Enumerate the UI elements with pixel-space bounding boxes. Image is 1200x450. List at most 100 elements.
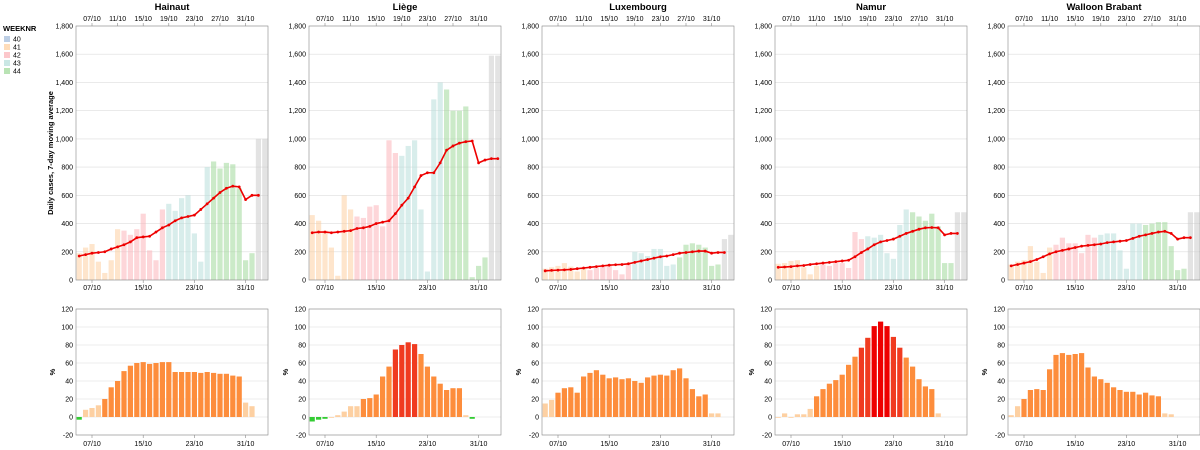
moving-average-point [684,251,688,254]
cases-bar [328,247,334,280]
panel-luxembourg: Luxembourg02004006008001,0001,2001,4001,… [514,2,735,448]
pct-bar [549,399,555,417]
moving-average-point [776,265,780,269]
panel-namur: Namur02004006008001,0001,2001,4001,6001,… [747,2,968,448]
cases-bar [657,248,663,280]
pct-bar [392,349,398,417]
cases-bar [335,275,341,280]
pct-bar [360,399,366,417]
pct-bar [1111,387,1117,417]
y-tick-label: 600 [294,193,306,200]
cases-bar [689,243,695,280]
moving-average-point [956,232,959,235]
pct-bar [89,408,95,417]
cases-bar [488,55,494,281]
cases-bar [910,212,916,280]
y-tick-label: -20 [296,433,306,440]
y-tick-label: 1,400 [754,80,772,87]
plot-frame [75,25,269,281]
moving-average-point [1016,263,1019,266]
y-tick-label: 200 [993,249,1005,256]
y-tick-label: 1,800 [754,24,772,31]
y-tick-label: 0 [69,415,73,422]
moving-average-point [892,237,895,241]
top-x-tick-label: 15/10 [600,16,618,23]
cases-bar [890,258,896,280]
moving-average-point [458,141,461,145]
y-tick-label: 100 [527,325,539,332]
moving-average-point [1080,244,1083,248]
moving-average-point [936,226,940,230]
pct-bar [1066,354,1072,417]
cases-bar [826,265,832,280]
cases-bar [191,233,197,280]
moving-average-point [1112,240,1115,244]
y-tick-label: 60 [531,361,539,368]
y-tick-label: 600 [993,193,1005,200]
pct-bar [916,379,922,417]
cases-bar [702,247,708,280]
x-tick-label: 07/10 [782,441,800,448]
pct-bar [657,374,663,417]
moving-average-point [860,251,863,254]
pct-bar [172,372,178,417]
legend-swatch [4,44,10,50]
top-x-tick-label: 27/10 [444,16,462,23]
y-tick-label: 400 [760,221,772,228]
pct-bar [1021,399,1027,417]
y-tick-label: 80 [997,343,1005,350]
panel-title: Walloon Brabant [1066,2,1142,13]
pct-bar [794,414,800,417]
moving-average-point [588,265,592,269]
y-tick-label: 20 [997,397,1005,404]
cases-bar [437,82,443,280]
pct-bar [555,392,561,417]
moving-average-point [1035,258,1039,261]
moving-average-point [257,193,260,197]
cases-bar [613,270,619,280]
cases-bar [108,260,114,280]
pct-bar [801,414,807,417]
panel-li-ge: Liège02004006008001,0001,2001,4001,6001,… [281,2,502,448]
cases-bar [469,277,475,280]
cases-bar [801,267,807,280]
cases-bar [728,234,734,280]
y-tick-label: 0 [535,278,539,285]
cases-bar [651,248,657,280]
x-tick-label: 31/10 [1169,285,1187,292]
moving-average-point [879,240,882,244]
cases-bar [775,263,781,280]
moving-average-point [716,251,720,254]
moving-average-point [323,230,327,234]
y-tick-label: 60 [997,361,1005,368]
cases-bar [948,263,954,280]
moving-average-point [595,265,598,268]
top-x-tick-label: 15/10 [367,16,385,23]
cases-bar [348,209,354,280]
cases-bar [217,168,223,280]
panel-title: Liège [393,2,418,13]
pct-bar [204,372,210,417]
cases-bar [134,229,140,280]
cases-bar [1149,223,1155,280]
moving-average-point [400,203,404,207]
cases-bar [198,261,204,280]
pct-bar [788,417,794,418]
pct-bar [1123,391,1129,417]
cases-bar [600,266,606,280]
pct-bar [709,413,715,417]
cases-bar [549,267,555,280]
pct-bar [95,405,101,417]
cases-bar [555,265,561,280]
pct-bar [600,374,606,417]
moving-average-point [374,222,378,225]
cases-bar [463,106,469,280]
pct-bar [1047,369,1053,417]
pct-bar [587,372,593,417]
cases-bar [782,263,788,280]
top-x-tick-label: 15/10 [1066,16,1084,23]
top-x-tick-label: 11/10 [109,16,126,23]
cases-bar [568,266,574,280]
cases-bar [581,268,587,280]
